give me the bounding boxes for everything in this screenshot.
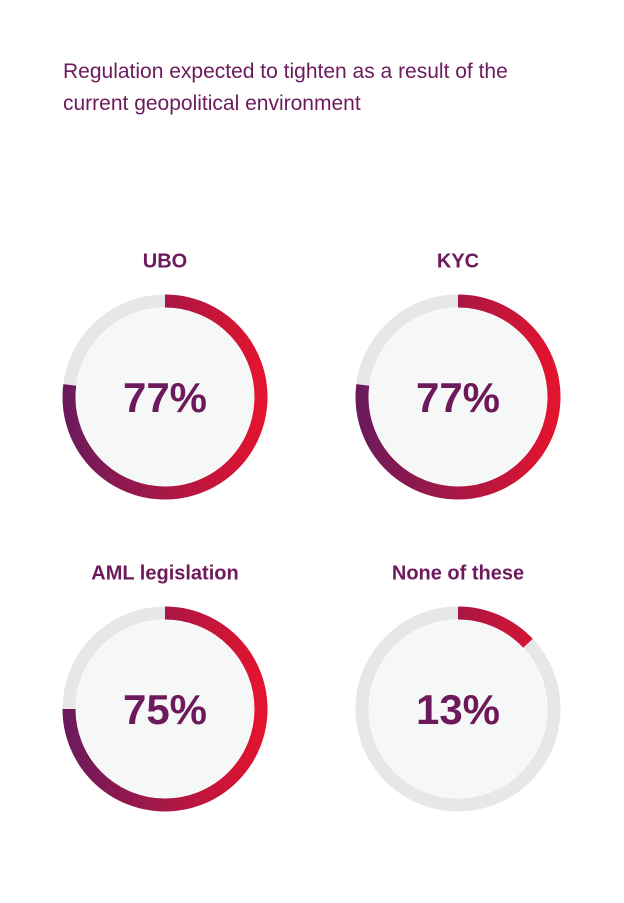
donut-arc [62,606,268,812]
donut-inner [369,308,547,486]
value-label: 77% [416,374,500,421]
donut-arc [457,606,533,648]
donut-inner [76,308,254,486]
value-label: 13% [416,686,500,733]
chart-title: None of these [392,562,524,584]
chart-title: KYC [437,250,479,272]
donut-inner [76,620,254,798]
chart-title: AML legislation [91,562,238,584]
chart-title: UBO [143,250,187,272]
donut-inner [369,620,547,798]
value-label: 77% [123,374,207,421]
donut-arc [62,294,268,500]
donut-arc [355,294,561,500]
page-title: Regulation expected to tighten as a resu… [63,60,508,115]
value-label: 75% [123,686,207,733]
